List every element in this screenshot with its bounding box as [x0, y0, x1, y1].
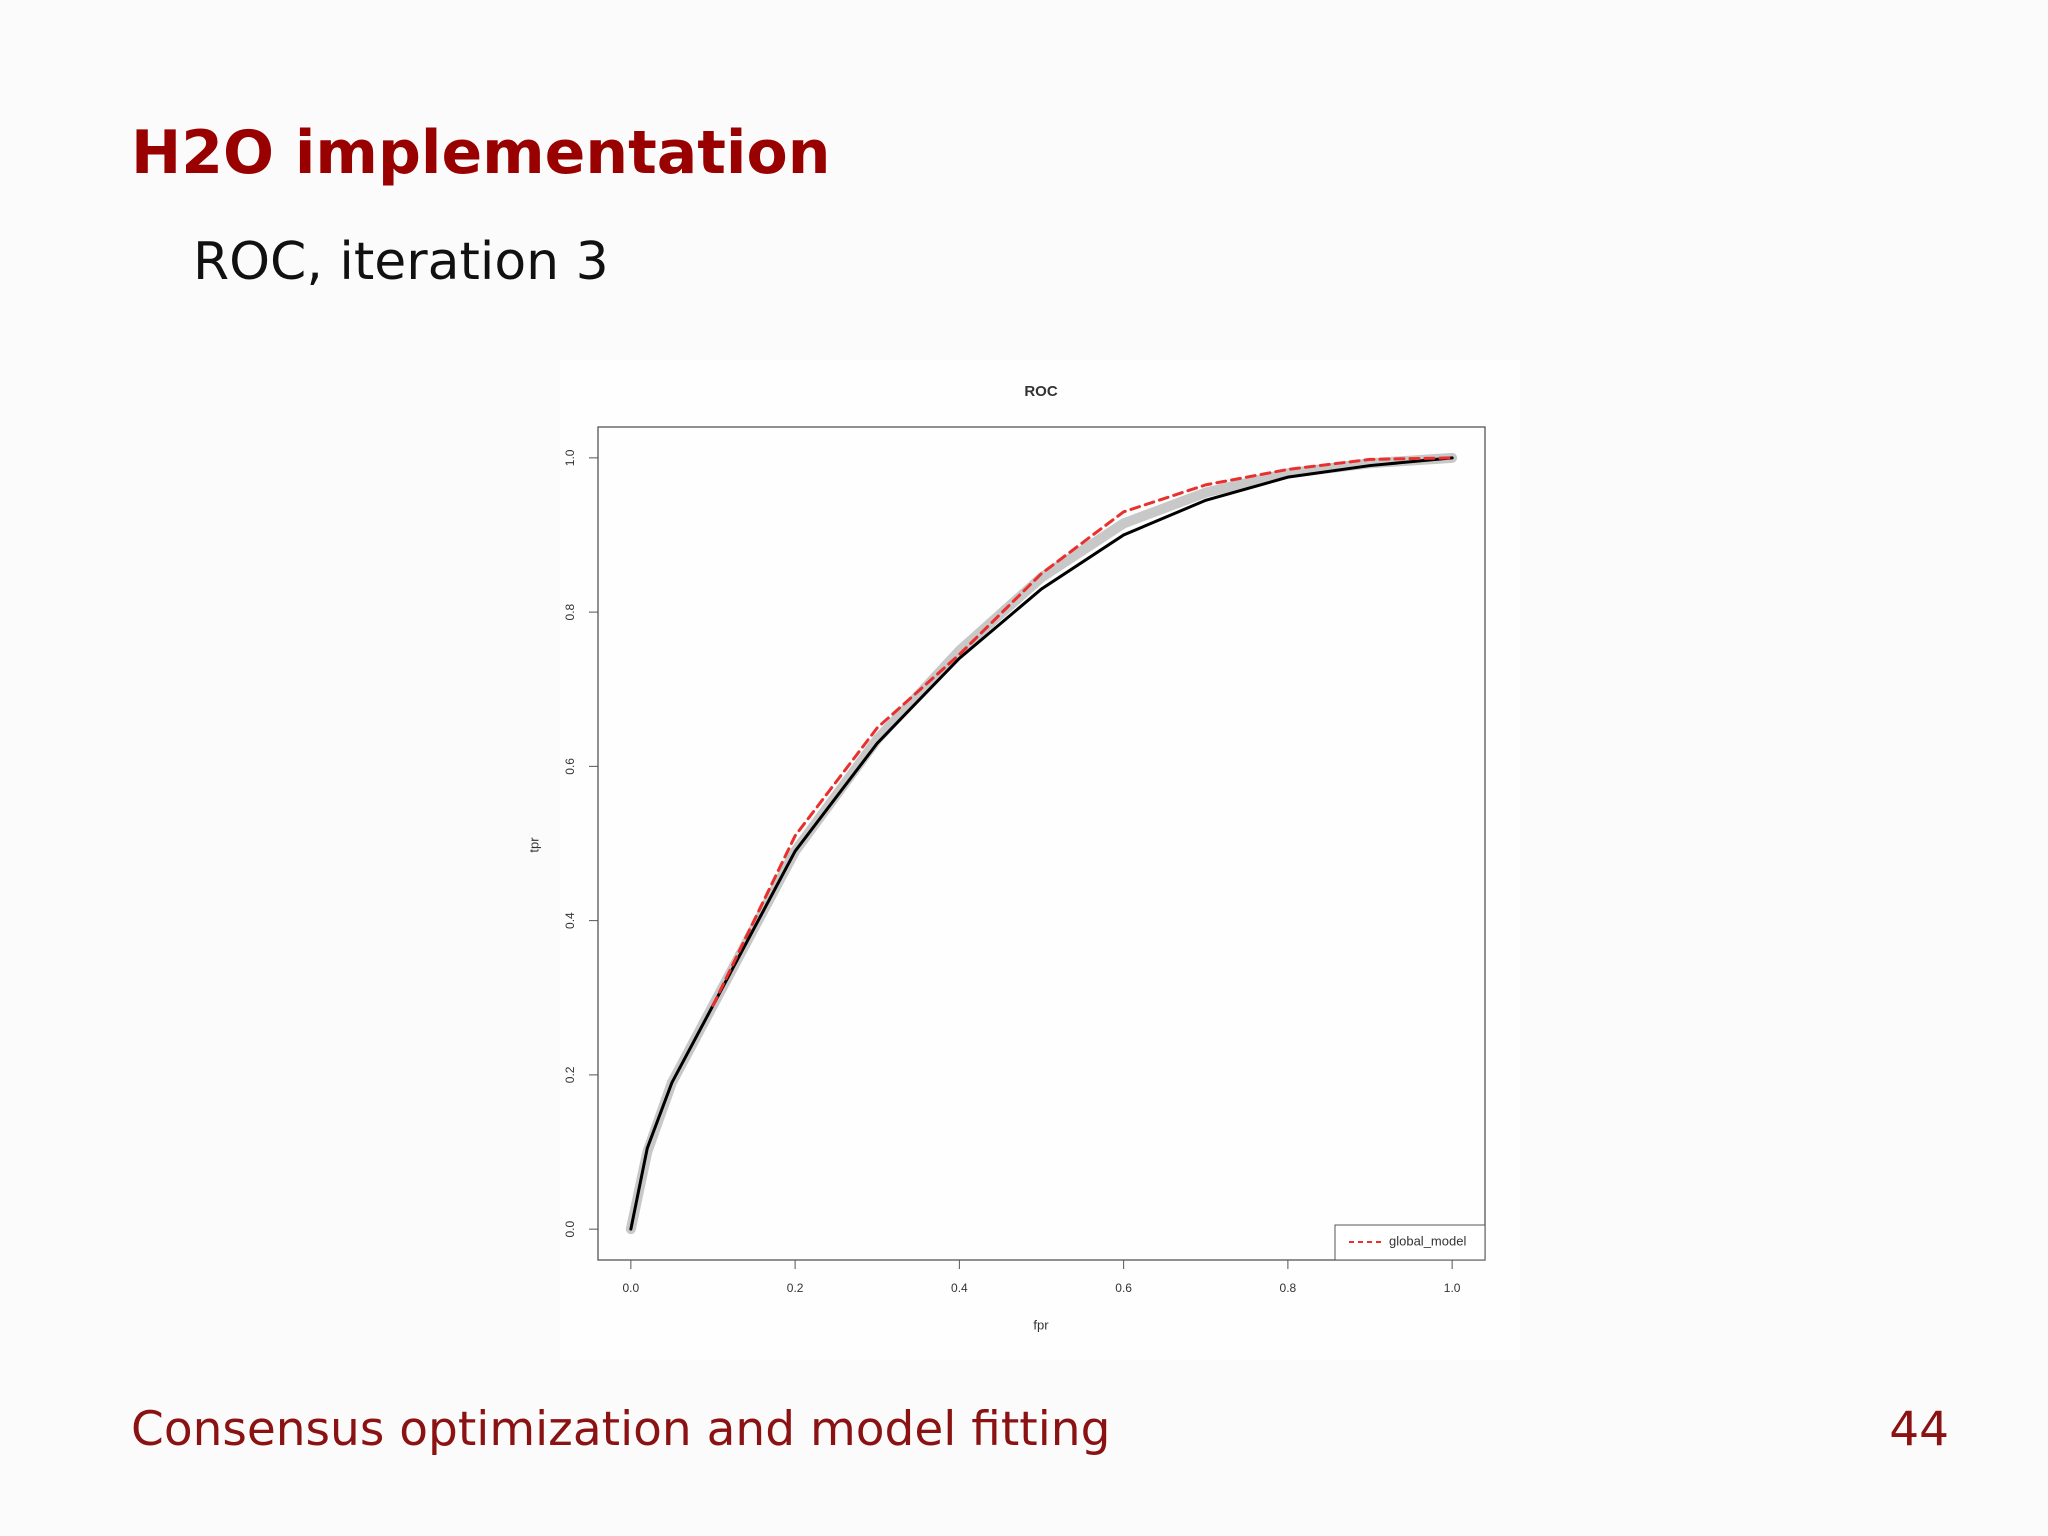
y-axis-label: tpr [526, 837, 541, 853]
y-tick-label: 0.2 [563, 1066, 577, 1083]
y-tick-label: 0.8 [563, 603, 577, 620]
slide-title: H2O implementation [131, 118, 831, 188]
x-tick-label: 0.0 [623, 1281, 640, 1295]
x-tick-label: 0.6 [1115, 1281, 1132, 1295]
series-line [629, 456, 1454, 1231]
legend-label: global_model [1389, 1233, 1466, 1248]
chart-background [560, 360, 1520, 1360]
y-tick-label: 0.4 [563, 912, 577, 929]
x-tick-label: 0.2 [787, 1281, 804, 1295]
y-tick-label: 0.0 [563, 1220, 577, 1237]
x-tick-label: 1.0 [1444, 1281, 1461, 1295]
y-tick-label: 0.6 [563, 758, 577, 775]
x-tick-label: 0.8 [1280, 1281, 1297, 1295]
page-number: 44 [1889, 1402, 1949, 1457]
slide-subtitle: ROC, iteration 3 [193, 232, 609, 292]
chart-title: ROC [1024, 383, 1058, 400]
y-tick-label: 1.0 [563, 449, 577, 466]
x-tick-label: 0.4 [951, 1281, 968, 1295]
plot-frame [597, 426, 1486, 1261]
series-line [711, 456, 1454, 1007]
x-axis-label: fpr [1033, 1317, 1049, 1332]
footer-text: Consensus optimization and model fitting [131, 1402, 1111, 1457]
